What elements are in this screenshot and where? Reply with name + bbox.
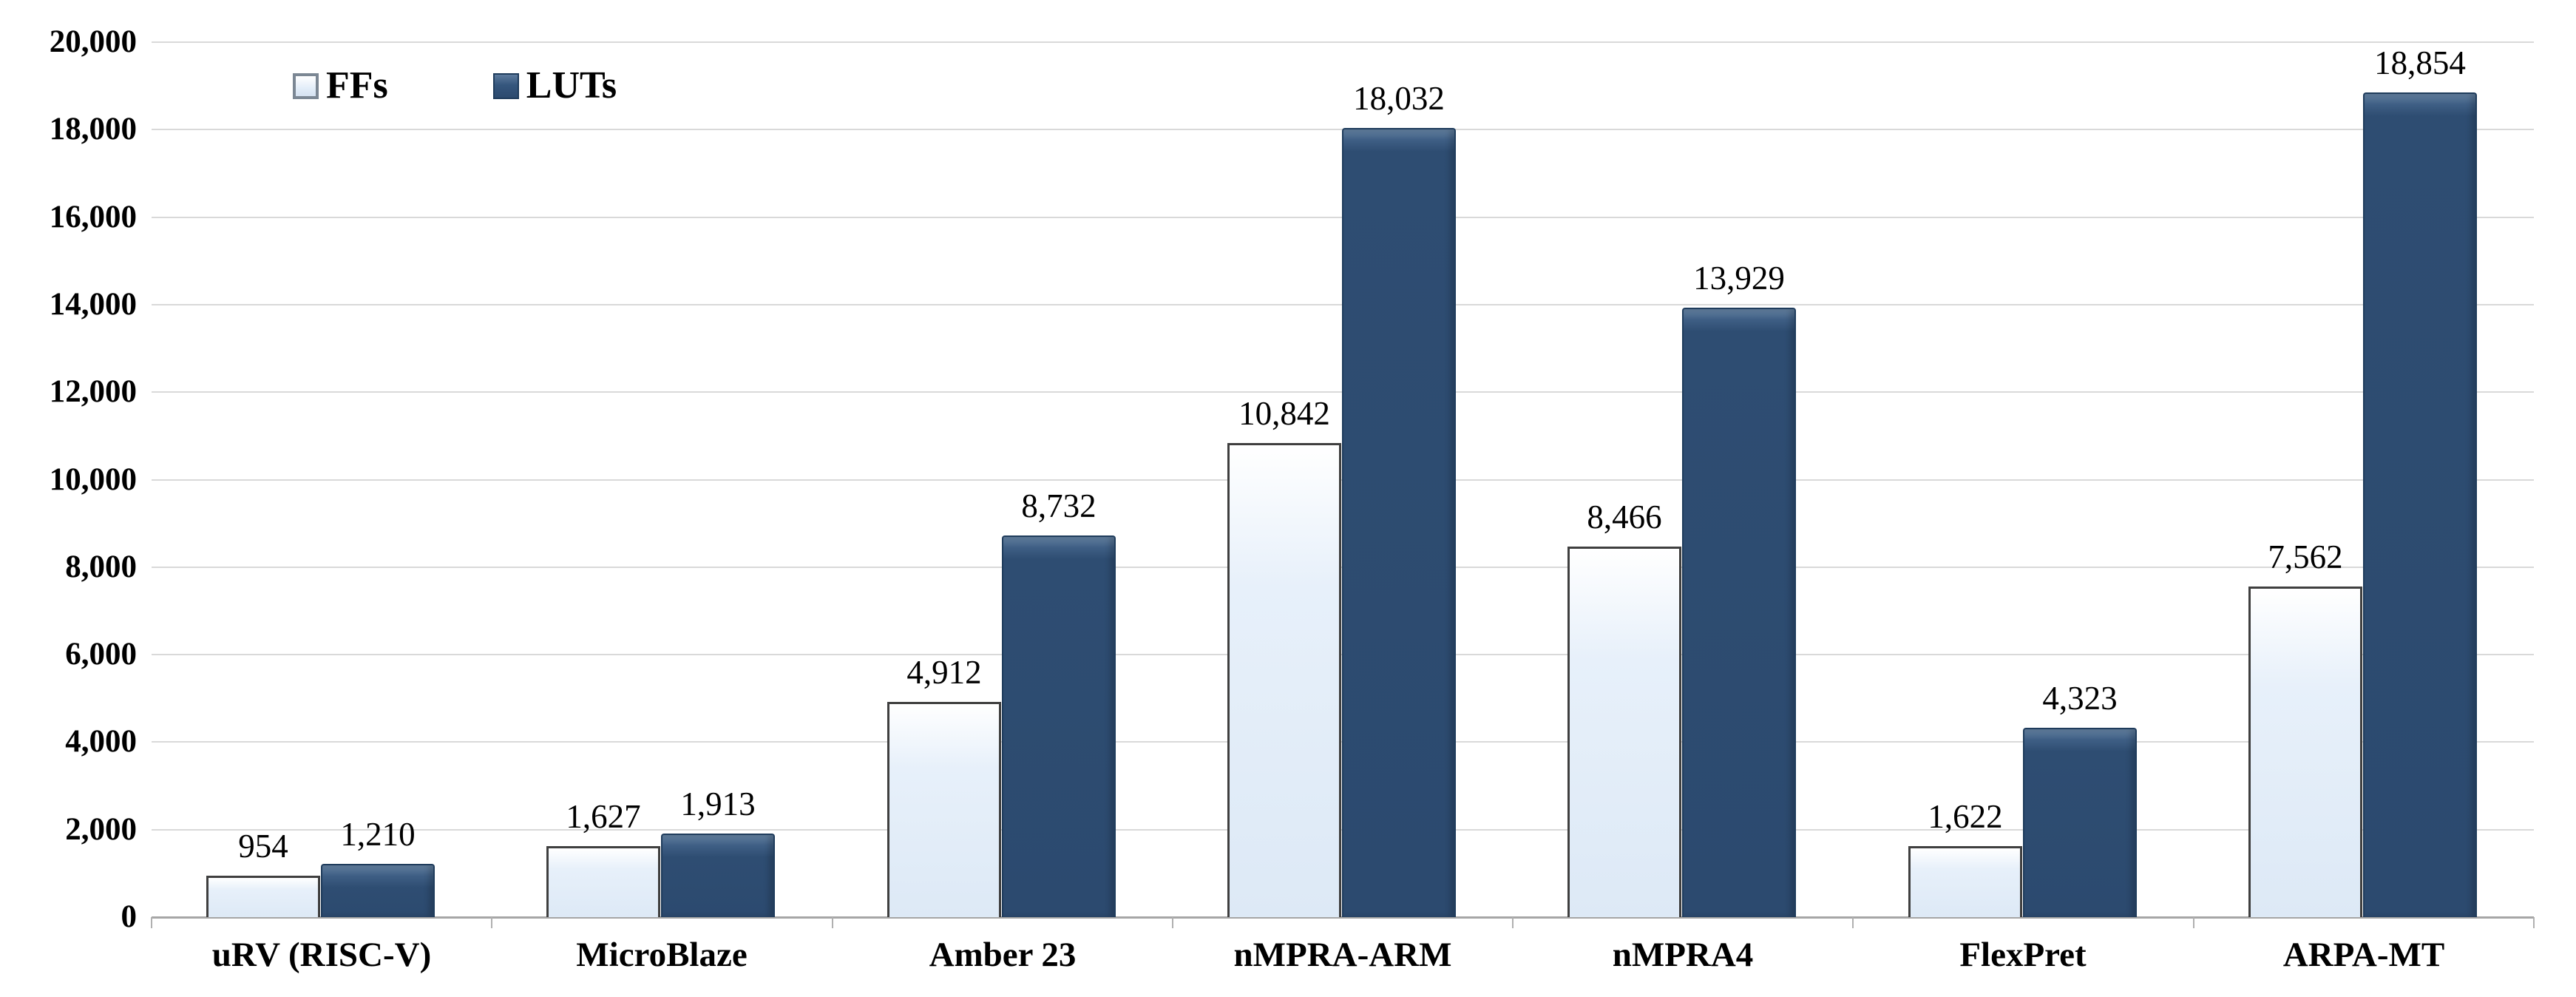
bar-luts-6 <box>2363 92 2477 917</box>
y-axis-tick-label: 10,000 <box>49 462 137 497</box>
gridline <box>152 41 2534 43</box>
category-label-2: Amber 23 <box>929 936 1077 974</box>
x-axis-tick <box>832 917 833 928</box>
bar-ffs-5 <box>1908 846 2022 917</box>
bar-value-label: 1,210 <box>340 816 416 853</box>
bar-value-label: 18,032 <box>1353 80 1445 117</box>
bar-value-label: 1,627 <box>566 798 641 835</box>
x-axis-tick <box>2193 917 2194 928</box>
x-axis-tick <box>1512 917 1514 928</box>
bar-luts-3 <box>1342 128 1456 917</box>
bar-luts-5 <box>2023 728 2137 917</box>
y-axis-tick-label: 6,000 <box>65 637 137 672</box>
legend-label-luts: LUTs <box>526 64 617 107</box>
bar-luts-2 <box>1002 535 1116 917</box>
bar-value-label: 8,732 <box>1021 487 1097 524</box>
bar-value-label: 4,323 <box>2042 680 2118 717</box>
y-axis-tick-label: 8,000 <box>65 550 137 584</box>
bar-value-label: 1,622 <box>1928 798 2003 835</box>
bar-ffs-3 <box>1227 443 1341 917</box>
y-axis-tick-label: 4,000 <box>65 724 137 759</box>
y-axis-tick-label: 18,000 <box>49 112 137 146</box>
legend-swatch-luts-icon <box>492 72 519 99</box>
x-axis-tick <box>151 917 152 928</box>
legend: FFs LUTs <box>293 67 617 105</box>
bar-ffs-1 <box>546 846 660 917</box>
bar-value-label: 4,912 <box>906 654 982 691</box>
bar-value-label: 954 <box>238 828 288 865</box>
category-label-1: MicroBlaze <box>576 936 748 974</box>
y-axis-tick-label: 2,000 <box>65 812 137 847</box>
y-axis-tick-label: 14,000 <box>49 287 137 322</box>
bar-ffs-6 <box>2248 587 2362 917</box>
category-label-6: ARPA-MT <box>2282 936 2445 974</box>
category-label-4: nMPRA4 <box>1612 936 1754 974</box>
x-axis-tick <box>1172 917 1173 928</box>
y-axis-tick-label: 12,000 <box>49 374 137 409</box>
legend-item-ffs: FFs <box>293 67 388 105</box>
bar-ffs-0 <box>206 876 320 917</box>
bar-value-label: 13,929 <box>1693 260 1785 297</box>
y-axis-tick-label: 0 <box>121 899 138 934</box>
bar-luts-1 <box>661 834 775 917</box>
bar-ffs-4 <box>1567 547 1681 917</box>
category-label-5: FlexPret <box>1959 936 2087 974</box>
category-label-0: uRV (RISC-V) <box>211 936 432 974</box>
legend-swatch-ffs-icon <box>293 72 319 99</box>
x-axis-tick <box>1852 917 1854 928</box>
y-axis-tick-label: 16,000 <box>49 200 137 234</box>
x-axis-tick <box>2533 917 2535 928</box>
x-axis-line <box>152 916 2534 919</box>
bar-luts-4 <box>1682 308 1796 917</box>
y-axis-tick-label: 20,000 <box>49 24 137 59</box>
category-label-3: nMPRA-ARM <box>1233 936 1452 974</box>
bar-value-label: 8,466 <box>1587 498 1662 535</box>
bar-value-label: 18,854 <box>2374 44 2466 81</box>
x-axis-tick <box>491 917 492 928</box>
bar-luts-0 <box>321 864 435 917</box>
legend-item-luts: LUTs <box>492 64 617 107</box>
legend-label-ffs: FFs <box>326 64 388 107</box>
bar-value-label: 10,842 <box>1238 395 1330 432</box>
bar-value-label: 7,562 <box>2268 538 2343 575</box>
bar-ffs-2 <box>887 702 1001 917</box>
bar-value-label: 1,913 <box>680 785 756 822</box>
